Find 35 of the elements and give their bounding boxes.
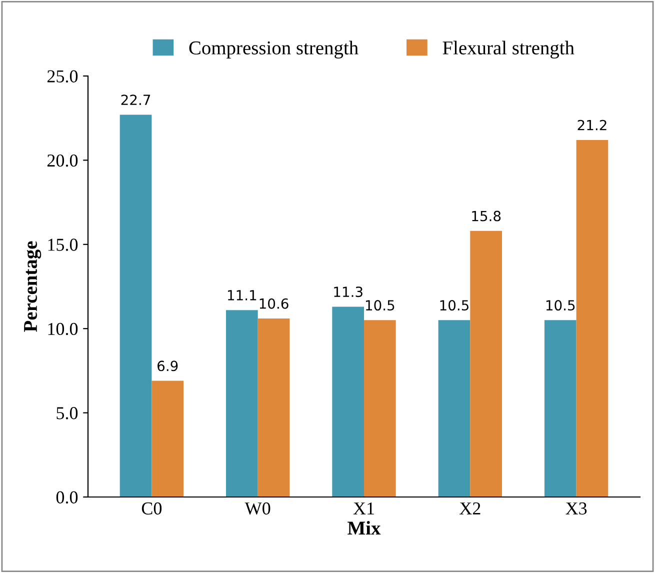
y-tick-label: 15.0 <box>48 238 78 251</box>
bar <box>332 306 364 497</box>
bar <box>470 230 502 497</box>
bar <box>576 140 608 497</box>
x-tick-label: X2 <box>460 502 480 514</box>
data-label: 15.8 <box>472 210 501 222</box>
data-label: 22.7 <box>121 94 150 105</box>
y-axis-title: Percentage <box>24 241 42 332</box>
data-label: 10.5 <box>440 300 468 311</box>
bar <box>226 310 258 497</box>
legend-label: Compression strength <box>189 40 358 58</box>
y-tick-label: 0.0 <box>56 491 78 504</box>
y-tick-label: 5.0 <box>56 407 78 420</box>
bar <box>544 320 576 497</box>
y-tick-label: 25.0 <box>47 70 78 83</box>
data-label: 10.5 <box>366 300 394 311</box>
x-axis-title: Mix <box>348 521 381 535</box>
bar <box>258 318 290 497</box>
bar <box>438 320 470 497</box>
y-tick-label: 20.0 <box>47 154 78 167</box>
bar <box>120 114 152 497</box>
x-tick-label: W0 <box>244 502 270 515</box>
data-label: 6.9 <box>158 360 178 372</box>
data-label: 21.2 <box>578 120 606 130</box>
legend-label: Flexural strength <box>442 40 574 58</box>
data-label: 10.6 <box>260 298 288 309</box>
x-tick-label: C0 <box>142 502 162 515</box>
data-label: 11.1 <box>228 290 256 300</box>
x-tick-label: X3 <box>566 502 587 515</box>
bar <box>152 380 184 497</box>
data-label: 11.3 <box>334 286 362 298</box>
data-label: 10.5 <box>546 300 575 311</box>
x-tick-label: X1 <box>353 502 374 514</box>
y-tick-label: 10.0 <box>48 322 78 336</box>
bar <box>364 320 396 497</box>
